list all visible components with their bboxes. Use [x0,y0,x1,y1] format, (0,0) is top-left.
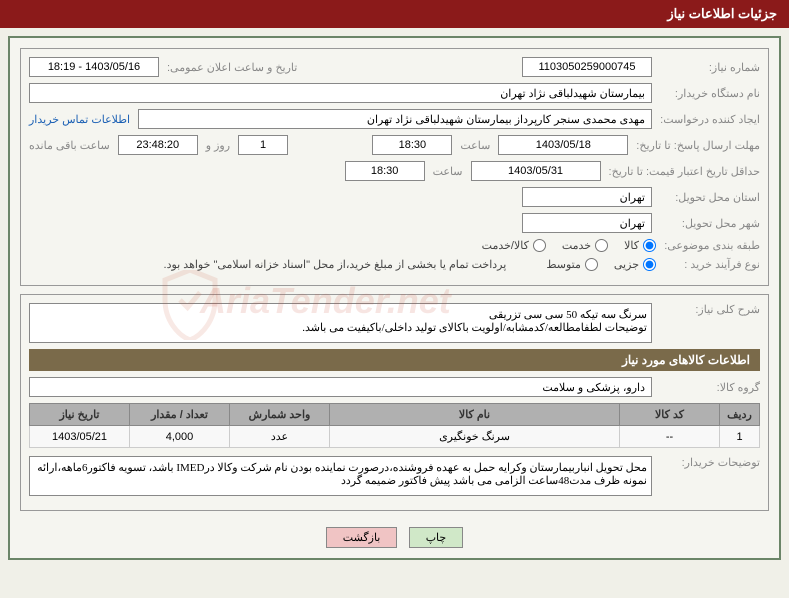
row-goods-group: گروه کالا: دارو، پزشکی و سلامت [29,377,760,397]
purchase-radio-medium[interactable] [585,258,598,271]
countdown-field: 23:48:20 [118,135,198,155]
th-row: ردیف [720,404,760,426]
buyer-notes-label: توضیحات خریدار: [660,456,760,469]
details-box: شماره نیاز: 1103050259000745 تاریخ و ساع… [20,48,769,286]
description-box: شرح کلی نیاز: اطلاعات کالاهای مورد نیاز … [20,294,769,511]
th-code: کد کالا [620,404,720,426]
td-row: 1 [720,426,760,448]
category-opt1: کالا [624,239,639,252]
response-date-field: 1403/05/18 [498,135,628,155]
row-delivery-city: شهر محل تحویل: تهران [29,213,760,233]
category-radio-both[interactable] [533,239,546,252]
row-price-validity: حداقل تاریخ اعتبار قیمت: تا تاریخ: 1403/… [29,161,760,181]
remaining-label: ساعت باقی مانده [29,139,110,152]
button-row: چاپ بازگشت [20,519,769,548]
row-general-desc: شرح کلی نیاز: [29,303,760,343]
need-number-field: 1103050259000745 [522,57,652,77]
delivery-province-label: استان محل تحویل: [660,191,760,204]
requester-field: مهدی محمدی سنجر کارپرداز بیمارستان شهیدل… [138,109,652,129]
general-desc-label: شرح کلی نیاز: [660,303,760,316]
time-label-1: ساعت [460,139,490,152]
row-buyer-org: نام دستگاه خریدار: بیمارستان شهیدلباقی ن… [29,83,760,103]
purchase-opt2: متوسط [546,258,581,271]
th-date: تاریخ نیاز [30,404,130,426]
purchase-type-label: نوع فرآیند خرید : [660,258,760,271]
row-category: طبقه بندی موضوعی: کالا خدمت کالا/خدمت [29,239,760,252]
th-unit: واحد شمارش [230,404,330,426]
td-unit: عدد [230,426,330,448]
row-response-deadline: مهلت ارسال پاسخ: تا تاریخ: 1403/05/18 سا… [29,135,760,155]
row-delivery-province: استان محل تحویل: تهران [29,187,760,207]
table-row: 1 -- سرنگ خونگیری عدد 4,000 1403/05/21 [30,426,760,448]
row-need-number: شماره نیاز: 1103050259000745 تاریخ و ساع… [29,57,760,77]
delivery-city-field: تهران [522,213,652,233]
td-date: 1403/05/21 [30,426,130,448]
delivery-province-field: تهران [522,187,652,207]
category-radio-service[interactable] [595,239,608,252]
announce-date-field: 1403/05/16 - 18:19 [29,57,159,77]
td-name: سرنگ خونگیری [330,426,620,448]
table-header-row: ردیف کد کالا نام کالا واحد شمارش تعداد /… [30,404,760,426]
payment-note: پرداخت تمام یا بخشی از مبلغ خرید،از محل … [164,258,507,271]
category-radio-goods[interactable] [643,239,656,252]
goods-section-title: اطلاعات کالاهای مورد نیاز [29,349,760,371]
page-title: جزئیات اطلاعات نیاز [667,6,777,21]
days-and-label: روز و [206,139,230,152]
category-label: طبقه بندی موضوعی: [660,239,760,252]
buyer-org-label: نام دستگاه خریدار: [660,87,760,100]
page-header: جزئیات اطلاعات نیاز [0,0,789,28]
print-button[interactable]: چاپ [409,527,464,548]
buyer-notes-textarea[interactable] [29,456,652,496]
time-label-2: ساعت [433,165,463,178]
category-opt2: خدمت [562,239,591,252]
back-button[interactable]: بازگشت [326,527,398,548]
delivery-city-label: شهر محل تحویل: [660,217,760,230]
general-desc-textarea[interactable] [29,303,652,343]
row-purchase-type: نوع فرآیند خرید : جزیی متوسط پرداخت تمام… [29,258,760,271]
price-validity-label: حداقل تاریخ اعتبار قیمت: تا تاریخ: [609,165,760,178]
row-buyer-notes: توضیحات خریدار: [29,456,760,496]
price-validity-time-field: 18:30 [345,161,425,181]
th-qty: تعداد / مقدار [130,404,230,426]
announce-date-label: تاریخ و ساعت اعلان عمومی: [167,61,297,74]
days-count-field: 1 [238,135,288,155]
goods-table: ردیف کد کالا نام کالا واحد شمارش تعداد /… [29,403,760,448]
goods-group-label: گروه کالا: [660,381,760,394]
need-number-label: شماره نیاز: [660,61,760,74]
requester-label: ایجاد کننده درخواست: [660,113,760,126]
price-validity-date-field: 1403/05/31 [471,161,601,181]
goods-group-field: دارو، پزشکی و سلامت [29,377,652,397]
purchase-radio-minor[interactable] [643,258,656,271]
purchase-opt1: جزیی [614,258,639,271]
row-requester: ایجاد کننده درخواست: مهدی محمدی سنجر کار… [29,109,760,129]
td-code: -- [620,426,720,448]
contact-link[interactable]: اطلاعات تماس خریدار [29,113,130,126]
buyer-org-field: بیمارستان شهیدلباقی نژاد تهران [29,83,652,103]
main-container: شماره نیاز: 1103050259000745 تاریخ و ساع… [8,36,781,560]
response-deadline-label: مهلت ارسال پاسخ: تا تاریخ: [636,139,760,152]
category-opt3: کالا/خدمت [482,239,529,252]
th-name: نام کالا [330,404,620,426]
response-time-field: 18:30 [372,135,452,155]
td-qty: 4,000 [130,426,230,448]
